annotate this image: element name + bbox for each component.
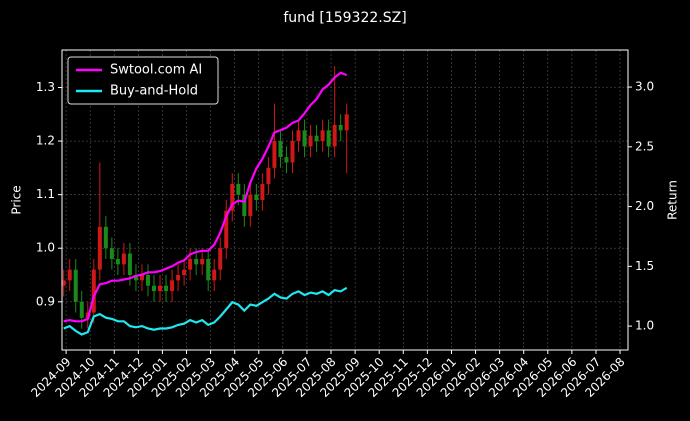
candle-body [194, 258, 199, 265]
candle-body [242, 194, 247, 217]
y2-axis-label: Return [666, 180, 680, 220]
y-tick-label: 0.9 [36, 294, 55, 308]
candle-body [79, 301, 84, 318]
y-tick-label: 1.1 [36, 187, 55, 201]
candle-body [266, 167, 271, 184]
candle-body [182, 269, 187, 275]
candle-body [145, 275, 150, 286]
y-tick-label: 1.0 [36, 241, 55, 255]
y-tick-label: 1.3 [36, 80, 55, 94]
candle-body [290, 141, 295, 163]
candle-body [176, 275, 181, 281]
candle-body [61, 280, 66, 286]
candle-body [278, 141, 283, 158]
candle-body [103, 226, 108, 249]
candle-body [230, 183, 235, 211]
legend-box [67, 56, 219, 105]
candle-body [121, 253, 126, 265]
y2-tick-label: 3.0 [635, 80, 654, 94]
y2-tick-label: 1.5 [635, 259, 654, 273]
candle-body [236, 183, 241, 195]
candle-body [206, 258, 211, 281]
y2-tick-label: 1.0 [635, 319, 654, 333]
candle-body [73, 269, 78, 302]
chart-title: fund [159322.SZ] [283, 10, 406, 26]
candle-body [127, 253, 132, 275]
candle-body [212, 269, 217, 281]
candle-body [314, 135, 319, 142]
candle-body [296, 130, 301, 142]
candle-body [164, 285, 169, 292]
legend-label: Swtool.com AI [110, 63, 202, 78]
candle-body [284, 157, 289, 163]
legend-label: Buy-and-Hold [110, 84, 198, 99]
candle-body [109, 248, 114, 259]
candle-body [188, 258, 193, 270]
candle-body [67, 269, 72, 281]
candle-body [200, 258, 205, 265]
candle-body [97, 226, 102, 270]
series-line [63, 71, 348, 323]
candle-body [302, 130, 307, 147]
candle-body [320, 130, 325, 142]
candle-body [272, 141, 277, 168]
candle-body [260, 183, 265, 200]
candle-body [152, 285, 157, 292]
y-tick-label: 1.2 [36, 134, 55, 148]
candle-body [115, 258, 120, 265]
candle-body [308, 135, 313, 147]
candle-body [332, 125, 337, 147]
candle-body [158, 285, 163, 292]
candle-body [218, 248, 223, 270]
candle-body [254, 194, 259, 200]
plot-frame [61, 49, 629, 351]
candle-body [248, 194, 253, 217]
y-axis-label: Price [10, 185, 24, 214]
candle-body [139, 275, 144, 281]
candle-body [338, 125, 343, 131]
y2-tick-label: 2.5 [635, 139, 654, 153]
candle-body [224, 210, 229, 249]
candle-body [133, 275, 138, 281]
candle-body [344, 114, 349, 131]
candle-body [91, 269, 96, 313]
candle-body [170, 280, 175, 292]
series-line [63, 286, 348, 336]
y2-tick-label: 2.0 [635, 199, 654, 213]
candle-body [326, 130, 331, 147]
